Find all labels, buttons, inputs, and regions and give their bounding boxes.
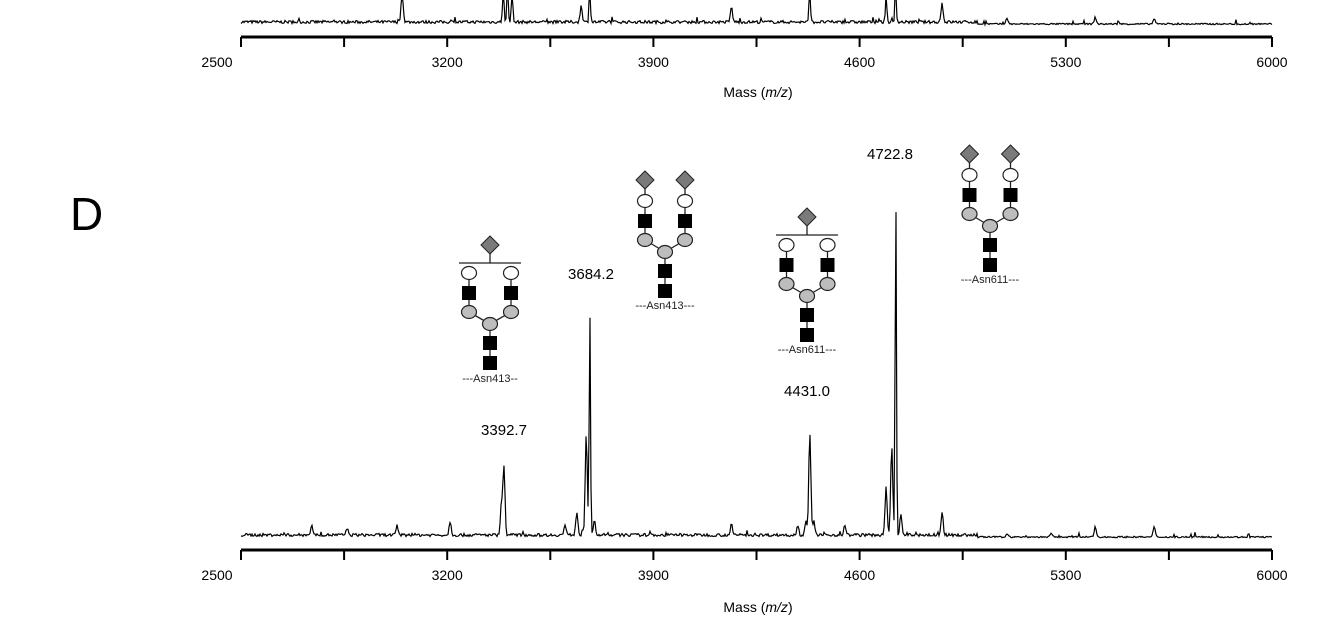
glcnac-square-icon <box>779 258 794 272</box>
mannose-circle-icon <box>481 316 499 332</box>
mannose-circle-icon <box>1002 206 1019 222</box>
glcnac-square-icon <box>678 214 692 228</box>
upper-x-axis-label: Mass (m/z) <box>723 84 792 100</box>
glycan-structure-4431 <box>776 207 838 342</box>
sialic-acid-diamond-icon <box>959 144 980 164</box>
glcnac-square-icon <box>658 284 672 298</box>
sialic-acid-diamond-icon <box>635 170 655 190</box>
panel-d-x-axis-label: Mass (m/z) <box>723 599 792 615</box>
galactose-circle-icon <box>502 265 520 281</box>
sialic-acid-diamond-icon <box>797 207 817 227</box>
x-tick-label: 4600 <box>844 567 875 583</box>
galactose-circle-icon <box>636 193 654 209</box>
mannose-circle-icon <box>460 304 478 320</box>
peak-label-4431: 4431.0 <box>784 383 830 400</box>
upper-x-axis: 2500 3200 3900 4600 5300 6000 <box>201 35 1288 70</box>
glycan-structure-3392 <box>459 235 521 370</box>
x-tick-label: 6000 <box>1256 54 1287 70</box>
mannose-circle-icon <box>636 232 654 248</box>
x-tick-label: 3900 <box>638 54 669 70</box>
mannose-circle-icon <box>656 244 674 260</box>
x-tick-label: 5300 <box>1050 567 1081 583</box>
glcnac-square-icon <box>658 264 672 278</box>
x-tick-label: 2500 <box>201 54 232 70</box>
glcnac-square-icon <box>983 258 997 272</box>
glcnac-square-icon <box>820 258 835 272</box>
galactose-circle-icon <box>778 237 795 253</box>
mannose-circle-icon <box>502 304 520 320</box>
panel-d-spectrum-trace <box>240 212 1272 539</box>
peak-label-3684: 3684.2 <box>568 266 614 283</box>
glcnac-square-icon <box>800 328 814 342</box>
mannose-circle-icon <box>778 276 795 292</box>
galactose-circle-icon <box>819 237 836 253</box>
glcnac-square-icon <box>638 214 652 228</box>
mannose-circle-icon <box>981 218 999 234</box>
panel-d-x-axis: 2500 3200 3900 4600 5300 6000 <box>201 548 1288 583</box>
x-tick-label: 4600 <box>844 54 875 70</box>
glcnac-square-icon <box>1003 188 1018 202</box>
glcnac-square-icon <box>962 188 977 202</box>
x-tick-label: 6000 <box>1256 567 1287 583</box>
upper-spectrum-panel: 2500 3200 3900 4600 5300 6000 Mass (m/z) <box>201 0 1288 100</box>
glycan-site-label: ---Asn413-- <box>462 373 518 385</box>
upper-spectrum-trace <box>240 0 1273 27</box>
x-tick-label: 3200 <box>432 567 463 583</box>
panel-d-spectrum: 2500 3200 3900 4600 5300 6000 Mass (m/z) <box>201 212 1288 615</box>
glcnac-square-icon <box>483 336 497 350</box>
galactose-circle-icon <box>460 265 478 281</box>
glcnac-square-icon <box>983 238 997 252</box>
glycan-structure-3684 <box>635 170 695 298</box>
glycan-site-label: ---Asn611--- <box>961 274 1020 286</box>
sialic-acid-diamond-icon <box>1000 144 1021 164</box>
panel-label: D <box>70 188 103 240</box>
glycan-structure-4722 <box>959 144 1021 272</box>
glycan-site-label: ---Asn413--- <box>635 300 695 312</box>
galactose-circle-icon <box>676 193 694 209</box>
peak-label-3392: 3392.7 <box>481 422 527 439</box>
x-tick-label: 2500 <box>201 567 232 583</box>
sialic-acid-diamond-icon <box>675 170 695 190</box>
mannose-circle-icon <box>798 288 816 304</box>
mannose-circle-icon <box>961 206 978 222</box>
x-tick-label: 5300 <box>1050 54 1081 70</box>
glcnac-square-icon <box>483 356 497 370</box>
sialic-acid-diamond-icon <box>480 235 500 255</box>
galactose-circle-icon <box>1002 167 1019 183</box>
glycan-site-label: ---Asn611--- <box>778 344 837 356</box>
x-tick-label: 3200 <box>432 54 463 70</box>
glcnac-square-icon <box>462 286 476 300</box>
x-tick-label: 3900 <box>638 567 669 583</box>
peak-label-4722: 4722.8 <box>867 146 913 163</box>
mannose-circle-icon <box>676 232 694 248</box>
mannose-circle-icon <box>819 276 836 292</box>
glcnac-square-icon <box>800 308 814 322</box>
galactose-circle-icon <box>961 167 978 183</box>
glcnac-square-icon <box>504 286 518 300</box>
